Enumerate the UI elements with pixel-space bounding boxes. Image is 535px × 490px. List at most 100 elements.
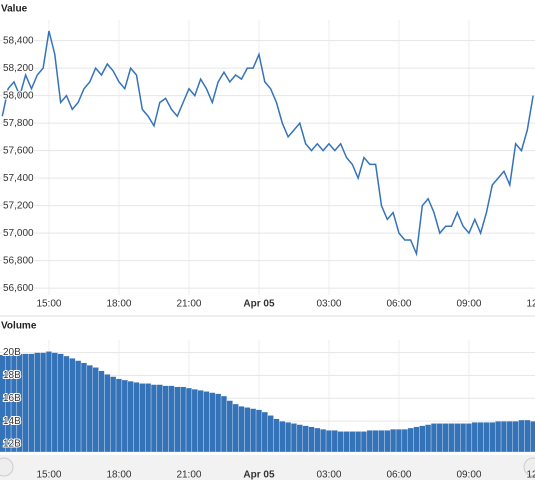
- volume-bar: [226, 400, 233, 453]
- volume-bar: [110, 376, 117, 453]
- x-tick-label: 12:00: [526, 470, 535, 481]
- x-tick-label: 12:00: [526, 299, 535, 310]
- panel-title: Volume: [1, 321, 37, 332]
- navigator: [0, 455, 535, 480]
- volume-bar: [331, 430, 338, 453]
- volume-bar: [51, 352, 58, 453]
- volume-bar: [360, 431, 368, 453]
- y-tick-label: 14B: [3, 416, 21, 427]
- x-tick-label: 21:00: [176, 470, 201, 481]
- y-tick-label: 58,400: [3, 35, 34, 46]
- x-tick-label: Apr 05: [243, 299, 275, 310]
- volume-bar: [80, 362, 88, 453]
- scroll-handle[interactable]: [0, 457, 14, 477]
- x-tick-label: 18:00: [106, 299, 131, 310]
- volume-bar: [57, 353, 64, 453]
- volume-bar: [425, 424, 432, 453]
- volume-bar: [75, 360, 82, 453]
- volume-bar: [320, 428, 327, 453]
- volume-bar: [395, 428, 403, 453]
- volume-bar: [495, 420, 502, 453]
- volume-bar: [34, 352, 41, 453]
- y-tick-label: 58,200: [3, 63, 34, 74]
- volume-bar: [524, 419, 531, 453]
- volume-bar: [133, 382, 140, 453]
- volume-bar: [104, 374, 111, 453]
- volume-bar: [465, 423, 473, 453]
- volume-bar: [267, 415, 274, 453]
- volume-bar: [436, 423, 443, 453]
- volume-bar: [530, 420, 535, 453]
- volume-bar: [232, 403, 239, 453]
- x-tick-label: 06:00: [386, 470, 411, 481]
- volume-bar: [121, 379, 128, 453]
- volume-bar: [209, 392, 216, 453]
- volume-bar: [407, 427, 414, 453]
- y-tick-label: 57,400: [3, 173, 34, 184]
- x-tick-label: Apr 05: [243, 470, 275, 481]
- volume-bar: [308, 426, 315, 453]
- y-tick-label: 20B: [3, 347, 21, 358]
- y-tick-label: 16B: [3, 393, 21, 404]
- x-tick-label: 09:00: [456, 299, 481, 310]
- volume-bar: [261, 411, 268, 453]
- volume-bar: [45, 351, 53, 453]
- volume-bar: [238, 406, 245, 453]
- volume-bar: [180, 386, 187, 453]
- volume-bar: [489, 422, 496, 453]
- volume-bar: [448, 423, 455, 453]
- volume-bar: [500, 420, 508, 453]
- scroll-handle[interactable]: [523, 457, 535, 477]
- x-tick-label: 03:00: [316, 299, 341, 310]
- y-tick-label: 12B: [3, 439, 21, 450]
- volume-bar: [150, 384, 158, 453]
- volume-bar: [325, 430, 333, 453]
- volume-bar: [471, 422, 478, 453]
- volume-bar: [483, 422, 490, 453]
- volume-bar: [290, 423, 298, 453]
- volume-bar: [156, 384, 163, 453]
- volume-bar: [343, 431, 350, 453]
- volume-bar: [349, 431, 356, 453]
- y-tick-label: 56,600: [3, 283, 34, 294]
- volume-bar: [215, 393, 222, 453]
- volume-bar: [314, 427, 321, 453]
- x-tick-label: 03:00: [316, 470, 341, 481]
- y-tick-label: 57,200: [3, 200, 34, 211]
- volume-bar: [477, 422, 484, 453]
- volume-bar: [430, 423, 438, 453]
- volume-bar: [384, 430, 391, 453]
- panel-title: Value: [1, 4, 28, 15]
- volume-bar: [139, 383, 146, 453]
- volume-bar: [518, 419, 525, 453]
- volume-bar: [279, 420, 286, 453]
- volume-bar: [22, 353, 29, 453]
- volume-bar: [512, 420, 519, 453]
- x-tick-label: 21:00: [176, 299, 201, 310]
- volume-bar: [442, 423, 449, 453]
- volume-bar: [390, 428, 397, 453]
- volume-bar: [378, 430, 385, 453]
- volume-bar: [92, 367, 99, 453]
- x-tick-label: 15:00: [36, 299, 61, 310]
- volume-bar: [220, 395, 228, 453]
- volume-bar: [285, 422, 292, 453]
- y-tick-label: 18B: [3, 370, 21, 381]
- volume-bar: [28, 353, 35, 453]
- volume-bar: [366, 430, 373, 453]
- volume-bar: [372, 430, 379, 453]
- volume-bar: [40, 352, 47, 453]
- x-tick-label: 06:00: [386, 299, 411, 310]
- volume-bar: [191, 388, 198, 453]
- volume-bar: [98, 370, 105, 453]
- volume-bar: [244, 407, 251, 453]
- volume-bar: [337, 431, 344, 453]
- volume-bar: [115, 378, 123, 453]
- volume-bar: [145, 383, 152, 453]
- volume-bar: [250, 408, 257, 453]
- volume-bar: [460, 423, 467, 453]
- volume-bar: [69, 358, 76, 453]
- y-tick-label: 57,000: [3, 228, 34, 239]
- y-tick-label: 58,000: [3, 90, 34, 101]
